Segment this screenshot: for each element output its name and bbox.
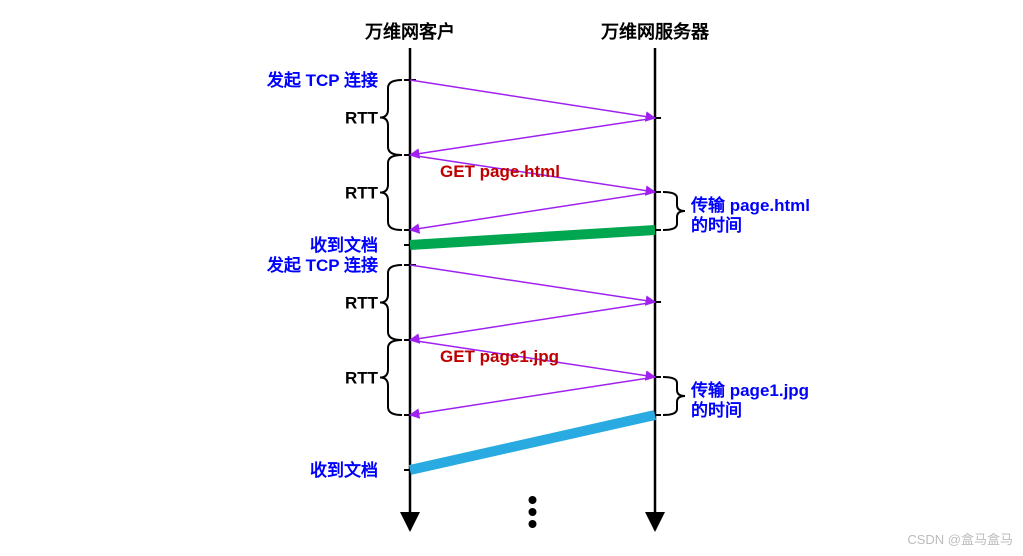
brace (380, 155, 402, 230)
synack1 (410, 118, 655, 155)
transfer-bar-1 (410, 230, 655, 245)
transfer2-label-a: 传输 page1.jpg (690, 380, 809, 400)
brace (663, 192, 685, 230)
brace (380, 265, 402, 340)
transfer1-label-a: 传输 page.html (690, 195, 810, 215)
sequence-diagram: 万维网客户万维网服务器发起 TCP 连接RTTRTT收到文档发起 TCP 连接R… (0, 0, 1023, 556)
get2-label: GET page1.jpg (440, 347, 559, 366)
resp1-start (410, 192, 655, 230)
ellipsis-dot (529, 508, 537, 516)
rtt3-label: RTT (345, 294, 379, 313)
resp2-start (410, 377, 655, 415)
brace (380, 80, 402, 155)
rtt1-label: RTT (345, 109, 379, 128)
ellipsis-dot (529, 520, 537, 528)
transfer2-label-b: 的时间 (691, 400, 742, 420)
tcp2-label: 发起 TCP 连接 (266, 255, 378, 275)
brace (380, 340, 402, 415)
recv1-label: 收到文档 (310, 235, 378, 255)
syn2 (410, 265, 655, 302)
recv2-label: 收到文档 (310, 460, 378, 480)
transfer-bar-2 (410, 415, 655, 470)
client-header: 万维网客户 (364, 21, 455, 42)
watermark: CSDN @盒马盒马 (907, 529, 1013, 548)
rtt4-label: RTT (345, 369, 379, 388)
tcp1-label: 发起 TCP 连接 (266, 70, 378, 90)
syn1 (410, 80, 655, 118)
synack2 (410, 302, 655, 340)
get1-label: GET page.html (440, 162, 560, 181)
transfer1-label-b: 的时间 (691, 215, 742, 235)
server-header: 万维网服务器 (600, 21, 710, 42)
rtt2-label: RTT (345, 184, 379, 203)
brace (663, 377, 685, 415)
ellipsis-dot (529, 496, 537, 504)
